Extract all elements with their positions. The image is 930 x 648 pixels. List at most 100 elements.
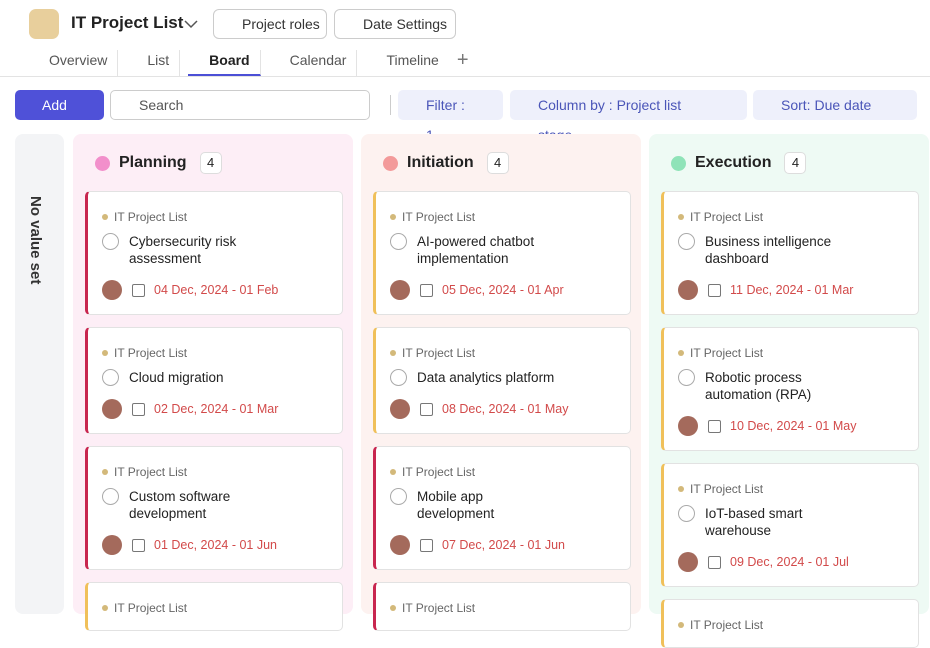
assignee-avatar [678,552,698,572]
task-card[interactable]: IT Project List Cloud migration 02 Dec, 20… [85,327,343,434]
task-card[interactable]: IT Project List Cybersecurity risk assess… [85,191,343,315]
project-name: IT Project List [690,346,764,360]
project-name: IT Project List [402,465,476,479]
project-dot [390,469,396,475]
task-card[interactable]: IT Project List [661,599,919,648]
title-row: IoT-based smart warehouse [678,505,906,539]
project-name: IT Project List [690,210,764,224]
calendar-icon [420,402,433,416]
date-row: 05 Dec, 2024 - 01 Apr [390,280,618,300]
project-row: IT Project List [678,345,906,361]
complete-check[interactable] [102,369,119,386]
project-roles-button[interactable]: Project roles [213,9,327,39]
title-row: Custom software development [102,488,330,522]
tab[interactable]: Calendar [269,50,358,76]
project-dot [102,350,108,356]
add-button[interactable]: Add [15,90,104,120]
project-row: IT Project List [390,600,618,616]
tab[interactable]: List [126,50,181,76]
add-tab[interactable]: + [456,49,469,71]
complete-check[interactable] [390,488,407,505]
column: Execution 4 IT Project List Business intell… [649,134,929,648]
title-row: Data analytics platform [390,369,618,386]
date-row: 02 Dec, 2024 - 01 Mar [102,399,330,419]
calendar-icon [132,283,145,297]
app-logo [29,9,59,39]
column-header: Initiation 4 [383,152,509,174]
complete-check[interactable] [102,488,119,505]
project-row: IT Project List [678,209,906,225]
filter-chip[interactable]: Filter : 1 [398,90,503,143]
column-chip[interactable]: Column by : Project list stage [510,90,747,143]
date-row: 01 Dec, 2024 - 01 Jun [102,535,330,555]
date-settings-button[interactable]: Date Settings [334,9,456,39]
project-name: IT Project List [690,618,764,632]
task-card[interactable]: IT Project List Custom software developme… [85,446,343,570]
task-title: AI-powered chatbot implementation [417,234,535,266]
project-title: IT Project List [71,13,184,32]
card-count: 4 [784,152,807,174]
assignee-avatar [678,280,698,300]
task-dates: 02 Dec, 2024 - 01 Mar [154,402,279,416]
calendar-icon [708,555,721,569]
project-name: IT Project List [402,210,476,224]
assignee-avatar [102,535,122,555]
complete-check[interactable] [678,505,695,522]
task-title: Data analytics platform [417,370,555,385]
date-row: 11 Dec, 2024 - 01 Mar [678,280,906,300]
task-title: IoT-based smart warehouse [705,506,803,538]
tab-active[interactable]: Board [188,50,261,76]
project-dot [678,350,684,356]
task-card[interactable]: IT Project List Data analytics platform 08… [373,327,631,434]
tab[interactable]: Timeline [386,52,439,68]
task-dates: 10 Dec, 2024 - 01 May [730,419,857,433]
tab[interactable]: Overview [28,50,119,76]
task-card[interactable]: IT Project List Robotic process automatio… [661,327,919,451]
project-row: IT Project List [678,617,906,633]
title-dropdown[interactable] [183,14,199,34]
no-value-label: No value set [27,196,44,285]
column: Initiation 4 IT Project List AI-powered cha… [361,134,641,631]
task-card[interactable]: IT Project List Mobile app development 07 … [373,446,631,570]
task-card[interactable]: IT Project List [85,582,343,631]
calendar-icon [132,402,145,416]
column-name: Execution [695,154,772,171]
project-dot [390,350,396,356]
assignee-avatar [678,416,698,436]
task-card[interactable]: IT Project List IoT-based smart warehouse… [661,463,919,587]
complete-check[interactable] [678,369,695,386]
date-row: 10 Dec, 2024 - 01 May [678,416,906,436]
project-row: IT Project List [102,600,330,616]
title-row: Cybersecurity risk assessment [102,233,330,267]
task-card[interactable]: IT Project List Business intelligence das… [661,191,919,315]
task-dates: 11 Dec, 2024 - 01 Mar [730,283,854,297]
complete-check[interactable] [102,233,119,250]
search-box[interactable]: Search [110,90,370,120]
task-title: Custom software development [129,489,231,521]
project-name: IT Project List [114,346,188,360]
task-card[interactable]: IT Project List [373,582,631,631]
project-name: IT Project List [690,482,764,496]
date-row: 08 Dec, 2024 - 01 May [390,399,618,419]
tabs: Overview List Board Calendar Timeline + [28,50,469,76]
calendar-icon [420,283,433,297]
sort-chip[interactable]: Sort: Due date [753,90,917,120]
no-value-column[interactable]: No value set [15,134,64,614]
task-card[interactable]: IT Project List AI-powered chatbot implem… [373,191,631,315]
complete-check[interactable] [390,233,407,250]
complete-check[interactable] [678,233,695,250]
complete-check[interactable] [390,369,407,386]
column: Planning 4 IT Project List Cybersecurity ri… [73,134,353,631]
calendar-icon [708,419,721,433]
task-dates: 08 Dec, 2024 - 01 May [442,402,569,416]
project-row: IT Project List [102,345,330,361]
project-row: IT Project List [390,464,618,480]
column-name: Initiation [407,154,474,171]
project-name: IT Project List [114,210,188,224]
card-count: 4 [486,152,509,174]
assignee-avatar [102,399,122,419]
column-header: Execution 4 [671,152,807,174]
project-dot [102,469,108,475]
project-row: IT Project List [678,481,906,497]
task-dates: 09 Dec, 2024 - 01 Jul [730,555,849,569]
